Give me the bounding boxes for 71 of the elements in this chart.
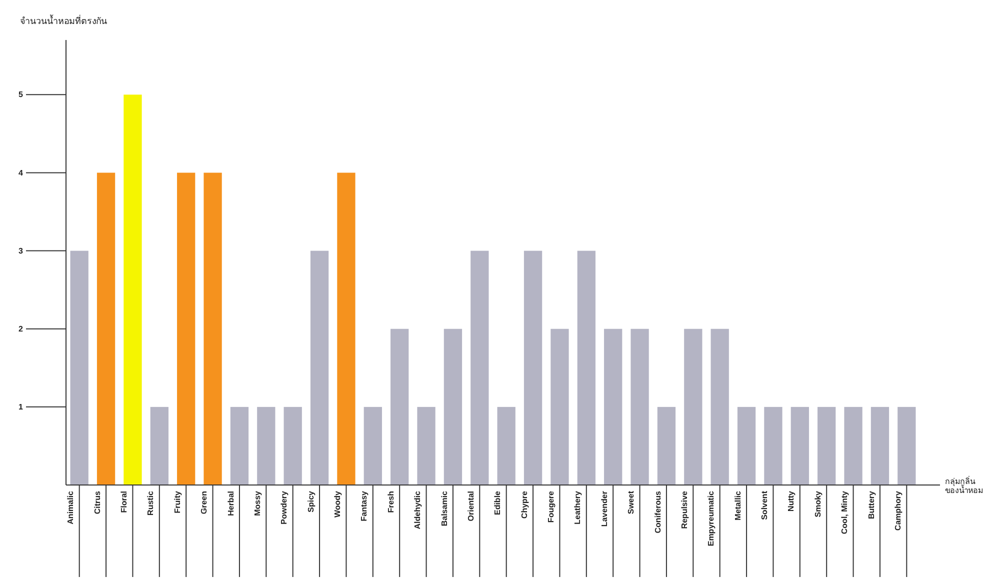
x-tick-label: Powdery bbox=[280, 490, 289, 524]
bar bbox=[790, 406, 809, 485]
x-tick-label: Rustic bbox=[146, 490, 156, 516]
bar bbox=[630, 328, 649, 485]
bar bbox=[444, 328, 462, 485]
bar bbox=[417, 406, 436, 485]
x-tick-label: Coniferous bbox=[653, 490, 662, 534]
bar bbox=[390, 328, 409, 485]
bar bbox=[177, 172, 196, 485]
bar bbox=[550, 328, 569, 485]
x-tick-label: Leathery bbox=[573, 490, 582, 524]
x-tick-label: Metallic bbox=[733, 490, 742, 520]
x-tick-label: Spicy bbox=[306, 490, 316, 512]
x-tick-label: Edible bbox=[493, 490, 502, 516]
x-axis-title: กลุ่มกลิ่นของน้ำหอม bbox=[945, 475, 983, 495]
x-tick-label: Aldehydic bbox=[413, 490, 422, 530]
bar bbox=[898, 406, 916, 485]
y-tick-label: 1 bbox=[18, 402, 24, 412]
x-tick-label: Oriental bbox=[466, 491, 476, 522]
bar bbox=[657, 406, 676, 485]
x-tick-label: Balsamic bbox=[440, 490, 449, 526]
bar bbox=[337, 172, 356, 485]
x-tick-label: Empyreumatic bbox=[706, 490, 716, 546]
bar bbox=[577, 250, 596, 485]
bar bbox=[124, 94, 142, 485]
bar bbox=[96, 172, 116, 485]
y-axis-title: จำนวนน้ำหอมที่ตรงกัน bbox=[20, 14, 107, 26]
x-tick-label: Fresh bbox=[386, 490, 396, 513]
x-tick-label: Solvent bbox=[760, 490, 770, 520]
x-tick-label: Woody bbox=[333, 490, 342, 518]
bar bbox=[284, 406, 302, 485]
bar bbox=[764, 406, 782, 485]
x-tick-label: Citrus bbox=[92, 490, 102, 514]
x-tick-label: Green bbox=[200, 490, 209, 514]
y-tick-label: 3 bbox=[18, 246, 24, 256]
x-tick-label: Camphory bbox=[893, 490, 902, 531]
x-tick-label: Chypre bbox=[520, 490, 529, 519]
bar bbox=[737, 406, 756, 485]
x-tick-label: Fruity bbox=[172, 490, 182, 514]
x-tick-label: Animalic bbox=[66, 490, 76, 524]
x-tick-label: Sweet bbox=[626, 490, 636, 514]
bar bbox=[497, 406, 516, 485]
x-tick-label: Lavender bbox=[600, 491, 609, 527]
bar bbox=[150, 406, 168, 485]
x-tick-label: Buttery bbox=[866, 490, 876, 520]
bar bbox=[364, 406, 382, 485]
y-tick-label: 4 bbox=[18, 168, 24, 178]
x-tick-label: Floral bbox=[120, 491, 129, 513]
bar bbox=[870, 406, 890, 485]
bar bbox=[844, 406, 862, 485]
y-tick-label: 5 bbox=[18, 90, 24, 100]
y-tick-label: 2 bbox=[18, 324, 24, 334]
bar bbox=[684, 328, 702, 485]
bar bbox=[524, 250, 542, 485]
bar bbox=[604, 328, 622, 485]
x-tick-label: Repulsive bbox=[680, 490, 689, 529]
bar bbox=[710, 328, 729, 485]
x-tick-label: Cool, Minty bbox=[840, 490, 850, 534]
x-tick-label: Fougere bbox=[546, 490, 556, 523]
x-tick-label: Smoky bbox=[813, 490, 822, 518]
bar bbox=[230, 406, 249, 485]
bar bbox=[310, 250, 329, 485]
bar bbox=[204, 172, 222, 485]
x-tick-label: Herbal bbox=[226, 491, 236, 516]
bar bbox=[257, 406, 276, 485]
bar bbox=[470, 250, 489, 485]
x-tick-label: Nutty bbox=[786, 490, 796, 512]
bar bbox=[70, 250, 88, 485]
bar bbox=[818, 406, 836, 485]
x-tick-label: Fantasy bbox=[360, 490, 369, 522]
x-tick-label: Mossy bbox=[252, 490, 262, 516]
